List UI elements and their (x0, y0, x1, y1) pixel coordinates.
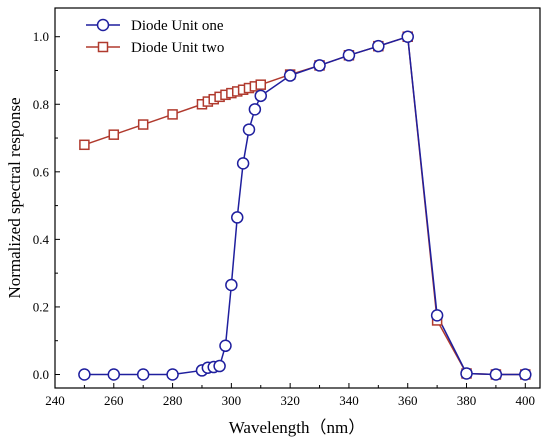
series-lines (84, 35, 526, 376)
series-1-point (372, 39, 385, 53)
y-tick-label: 0.0 (33, 367, 49, 382)
y-tick-label: 0.4 (33, 232, 50, 247)
y-tick-label: 1.0 (33, 29, 49, 44)
series-1-point (107, 368, 121, 381)
x-tick-label: 400 (516, 393, 536, 408)
series-1-point (236, 157, 250, 170)
series-1-point (219, 339, 232, 353)
series-1-point (519, 368, 532, 381)
x-tick-label: 320 (280, 393, 300, 408)
legend-marker-series-2 (97, 41, 109, 53)
series-1-point (430, 309, 444, 322)
y-tick-label: 0.6 (33, 164, 50, 179)
series-2-point (108, 129, 120, 140)
series-1-point (313, 59, 326, 72)
series-1-point (248, 103, 262, 116)
legend: Diode Unit one Diode Unit two (86, 18, 224, 56)
y-tick-label: 0.2 (33, 299, 49, 314)
series-1-point (401, 30, 414, 43)
series-line-1 (84, 35, 526, 376)
series-1-point (78, 368, 91, 381)
legend-label-series-2: Diode Unit two (131, 40, 224, 56)
y-axis-title: Normalized spectral response (5, 97, 24, 298)
series-1-point (166, 368, 179, 381)
series-1-point (489, 368, 503, 381)
x-tick-label: 360 (398, 393, 418, 408)
x-tick-label: 380 (457, 393, 477, 408)
plot-frame (54, 7, 541, 389)
legend-label-series-1: Diode Unit one (131, 18, 224, 34)
series-1-point (136, 368, 150, 381)
series-1-point (225, 278, 238, 292)
series-1-point (342, 49, 356, 62)
y-tick-label: 0.8 (33, 97, 49, 112)
series-line-2 (84, 35, 526, 376)
series-1-point (230, 211, 244, 224)
x-tick-label: 300 (222, 393, 242, 408)
legend-marker-series-1 (96, 18, 110, 32)
axis-ticks: 240 260 280 300 320 340 360 380 400 0.0 0.2 0.4 0.6 0… (33, 29, 535, 408)
series-1-point (283, 69, 297, 82)
series-2-point (255, 79, 267, 90)
series-2-point (167, 109, 178, 120)
x-tick-label: 280 (163, 393, 183, 408)
x-tick-label: 260 (104, 393, 124, 408)
series-2-point (79, 139, 90, 151)
x-tick-label: 240 (45, 393, 65, 408)
x-tick-label: 340 (339, 393, 359, 408)
series-1-point (254, 89, 268, 103)
series-markers (78, 30, 532, 381)
series-1-point (213, 359, 226, 373)
x-axis-title: Wavelength（nm） (229, 418, 366, 437)
series-1-point (460, 367, 473, 380)
series-1-point (242, 123, 256, 136)
series-2-point (137, 119, 149, 130)
